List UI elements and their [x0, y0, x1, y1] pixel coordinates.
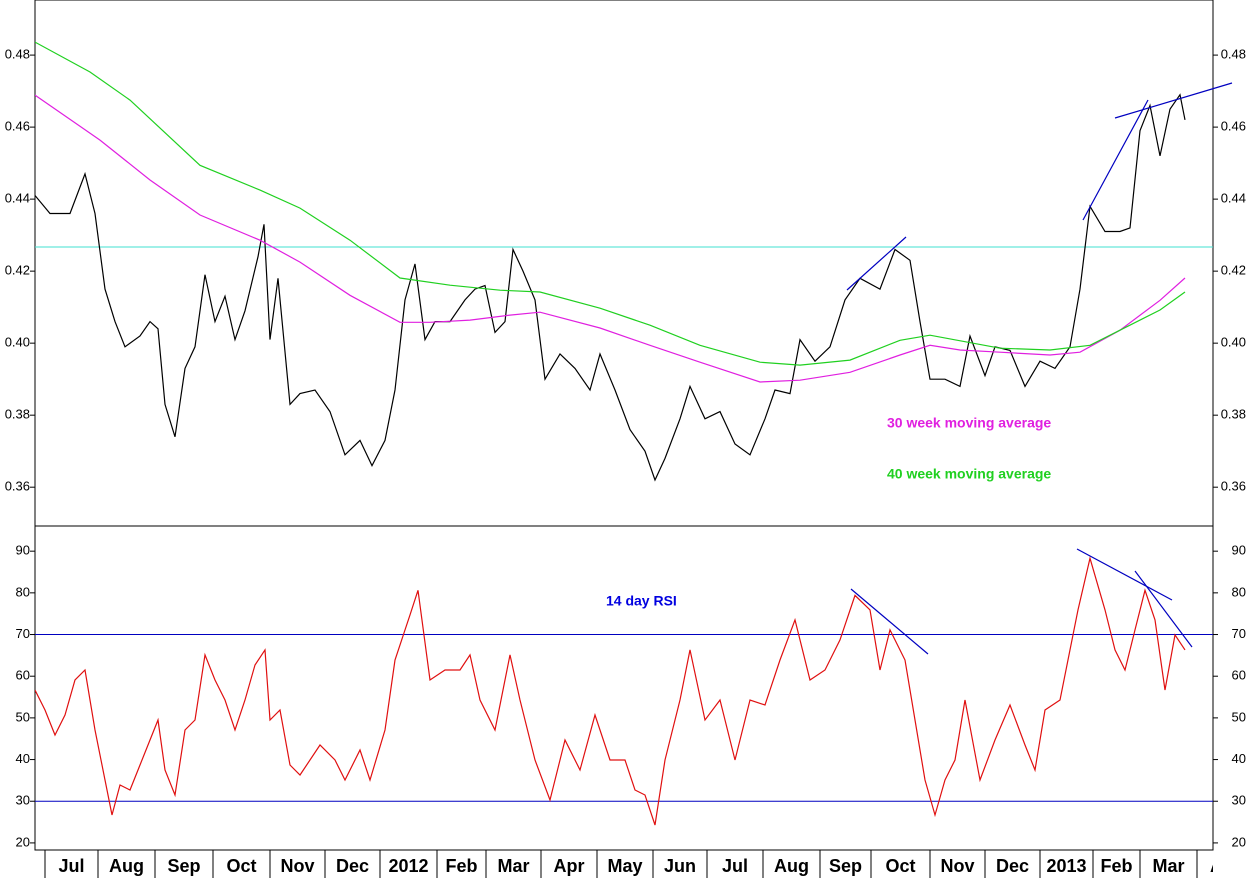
x-tick-label: Apr [1210, 856, 1241, 876]
trendline [1076, 548, 1173, 601]
y-tick-label: 20 [1232, 834, 1246, 849]
y-tick-label: 90 [1232, 543, 1246, 558]
x-tick-label: 2012 [388, 856, 428, 876]
y-tick-label: 50 [1232, 709, 1246, 724]
y-tick-label: 0.36 [5, 479, 30, 494]
y-tick-label: 60 [16, 668, 30, 683]
y-tick-label: 60 [1232, 668, 1246, 683]
trendline [1134, 570, 1193, 648]
x-tick-label: Oct [885, 856, 915, 876]
y-tick-label: 0.48 [5, 47, 30, 62]
x-tick-label: 2013 [1046, 856, 1086, 876]
series-line [35, 555, 1186, 826]
series-line [35, 94, 1186, 383]
x-tick-label: Jun [664, 856, 696, 876]
x-tick-label: Jul [722, 856, 748, 876]
series-label: 30 week moving average [887, 415, 1051, 431]
y-tick-label: 0.40 [1221, 335, 1246, 350]
y-tick-label: 50 [16, 709, 30, 724]
x-tick-label: Dec [336, 856, 369, 876]
y-tick-label: 30 [16, 793, 30, 808]
x-tick-label: Mar [1152, 856, 1184, 876]
series-line [35, 41, 1186, 366]
y-tick-label: 40 [1232, 751, 1246, 766]
y-tick-label: 0.46 [1221, 119, 1246, 134]
x-tick-label: Jul [58, 856, 84, 876]
x-tick-label: Feb [445, 856, 477, 876]
x-tick-label: Sep [829, 856, 862, 876]
y-tick-label: 70 [1232, 626, 1246, 641]
y-tick-label: 40 [16, 751, 30, 766]
y-tick-label: 70 [16, 626, 30, 641]
x-tick-label: Sep [167, 856, 200, 876]
trendline [846, 236, 907, 291]
series-label: 40 week moving average [887, 466, 1051, 482]
x-tick-label: May [607, 856, 642, 876]
y-tick-label: 0.40 [5, 335, 30, 350]
trendline [1114, 82, 1233, 119]
plots [35, 41, 1213, 826]
y-tick-label: 0.44 [1221, 191, 1246, 206]
x-tick-label: Aug [774, 856, 809, 876]
y-tick-label: 90 [16, 543, 30, 558]
y-tick-label: 0.38 [1221, 407, 1246, 422]
y-tick-label: 20 [16, 834, 30, 849]
trendlines [846, 82, 1233, 655]
series-label: 14 day RSI [606, 593, 677, 609]
frame [34, 0, 1214, 851]
y-tick-label: 0.38 [5, 407, 30, 422]
x-axis: Jul Aug Sep Oct Nov Dec 2012 Feb Mar Apr May Jun Jul… [58, 856, 1241, 876]
y-tick-label: 80 [16, 584, 30, 599]
y-tick-label: 30 [1232, 793, 1246, 808]
x-tick-label: Oct [226, 856, 256, 876]
y-tick-label: 0.42 [5, 263, 30, 278]
x-tick-label: Feb [1100, 856, 1132, 876]
x-tick-label: Apr [554, 856, 585, 876]
trendline [1082, 99, 1149, 221]
x-tick-label: Nov [940, 856, 974, 876]
y-tick-label: 0.44 [5, 191, 30, 206]
y-tick-label: 80 [1232, 584, 1246, 599]
trendline [850, 588, 929, 655]
x-tick-label: Mar [497, 856, 529, 876]
y-tick-label: 0.42 [1221, 263, 1246, 278]
y-tick-label: 0.46 [5, 119, 30, 134]
x-tick-label: Dec [996, 856, 1029, 876]
x-tick-label: Aug [109, 856, 144, 876]
y-tick-label: 0.48 [1221, 47, 1246, 62]
y-tick-label: 0.36 [1221, 479, 1246, 494]
x-tick-label: Nov [280, 856, 314, 876]
